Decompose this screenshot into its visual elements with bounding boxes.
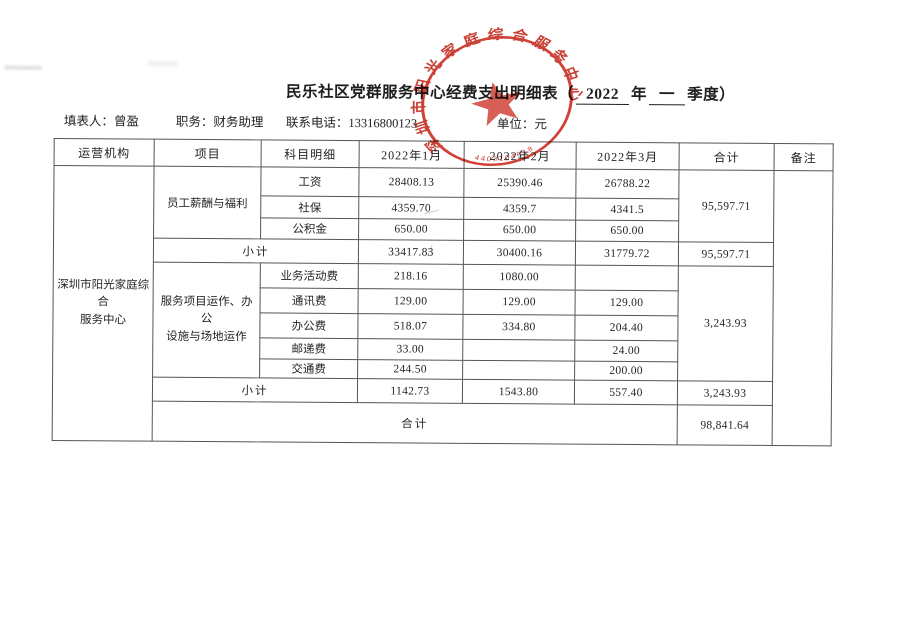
item-cell: 邮递费 (259, 337, 358, 360)
col-header-subject: 科目明细 (261, 139, 360, 168)
scan-smudge (148, 60, 179, 67)
section-total-cell: 3,243.93 (677, 265, 774, 382)
amount-cell: 200.00 (574, 361, 678, 381)
title-quarter: 一 (649, 82, 686, 106)
col-header-project: 项目 (154, 139, 262, 167)
subtotal-label-cell: 小计 (153, 238, 359, 264)
title-suffix: 季度） (687, 86, 736, 104)
expense-table: 运营机构 项目 科目明细 2022年1月 2022年2月 2022年3月 合计 … (51, 137, 834, 447)
subtotal-total-cell: 3,243.93 (677, 380, 773, 406)
unit-label: 单位： (496, 117, 535, 132)
col-header-month3: 2022年3月 (576, 142, 680, 170)
col-header-org: 运营机构 (54, 138, 155, 167)
phone-label: 联系电话： (285, 115, 349, 131)
item-cell: 业务活动费 (260, 262, 359, 289)
item-cell: 办公费 (259, 312, 359, 339)
amount-cell: 24.00 (574, 340, 678, 362)
amount-cell: 1142.73 (357, 378, 463, 404)
amount-cell: 129.00 (575, 290, 679, 316)
duty-value: 财务助理 (213, 115, 264, 130)
amount-cell: 33.00 (357, 338, 463, 361)
amount-cell: 129.00 (463, 289, 576, 316)
amount-cell: 650.00 (575, 220, 679, 242)
subtotal-total-cell: 95,597.71 (678, 241, 774, 267)
col-header-month2: 2022年2月 (464, 141, 577, 170)
filler-label: 填表人： (63, 114, 114, 129)
item-cell: 通讯费 (260, 287, 359, 314)
amount-cell: 25390.46 (463, 168, 577, 199)
col-header-remark: 备注 (774, 143, 834, 171)
scan-smudge (4, 65, 43, 70)
phone-value: 13316800123 (348, 116, 418, 131)
item-cell: 公积金 (260, 217, 359, 240)
title-year-unit: 年 (631, 85, 648, 104)
project-cell: 服务项目运作、办公 设施与场地运作 (152, 262, 261, 378)
amount-cell (575, 265, 679, 291)
form-meta-line: 填表人：曾盈 职务： 财务助理 联系电话：13316800123 单位：元 (0, 110, 900, 131)
amount-cell: 1080.00 (463, 264, 576, 291)
amount-cell: 204.40 (574, 315, 679, 341)
amount-cell: 557.40 (574, 380, 678, 405)
amount-cell: 650.00 (463, 219, 576, 242)
grand-total-label-cell: 合计 (152, 401, 678, 445)
amount-cell: 4359.70 (358, 196, 464, 220)
amount-cell: 334.80 (462, 314, 576, 341)
amount-cell: 31779.72 (575, 241, 679, 266)
grand-total-cell: 98,841.64 (677, 404, 773, 446)
amount-cell: 28408.13 (358, 167, 465, 198)
table-row: 服务项目运作、办公 设施与场地运作 业务活动费 218.16 1080.00 3… (53, 261, 832, 382)
filler-field: 填表人：曾盈 (64, 110, 139, 130)
grand-total-row: 合计 98,841.64 (52, 400, 831, 446)
amount-cell: 1543.80 (462, 379, 575, 405)
filler-value: 曾盈 (113, 114, 139, 129)
phone-field: 联系电话：13316800123 (286, 112, 417, 132)
item-cell: 工资 (260, 166, 360, 197)
amount-cell: 218.16 (358, 263, 464, 290)
amount-cell (462, 360, 575, 381)
amount-cell: 33417.83 (358, 239, 464, 265)
col-header-month1: 2022年1月 (359, 140, 465, 169)
amount-cell: 30400.16 (463, 240, 576, 266)
title-year: 2022 (575, 85, 630, 105)
unit-value: 元 (534, 117, 547, 132)
duty-field: 职务： 财务助理 (176, 111, 264, 131)
remark-cell (772, 170, 834, 446)
table-row: 深圳市阳光家庭综合 服务中心 员工薪酬与福利 工资 28408.13 25390… (52, 165, 834, 446)
amount-cell: 129.00 (358, 288, 464, 315)
unit-field: 单位：元 (497, 113, 547, 132)
title-text: 民乐社区党群服务中心经费支出明细表（ (286, 83, 575, 103)
amount-cell: 4341.5 (575, 198, 679, 221)
amount-cell (462, 339, 575, 362)
item-cell: 交通费 (259, 358, 358, 379)
subtotal-label-cell: 小计 (152, 377, 358, 403)
org-cell: 深圳市阳光家庭综合 服务中心 (52, 165, 155, 442)
project-cell: 员工薪酬与福利 (153, 166, 262, 239)
amount-cell: 26788.22 (575, 169, 680, 199)
amount-cell: 4359.7 (463, 197, 576, 221)
section-total-cell: 95,597.71 (678, 169, 775, 243)
page-title: 民乐社区党群服务中心经费支出明细表（ 2022 年一季度） (286, 80, 735, 106)
col-header-total: 合计 (679, 142, 775, 171)
item-cell: 社保 (260, 195, 359, 219)
amount-cell: 244.50 (357, 359, 463, 380)
amount-cell: 650.00 (358, 218, 464, 241)
amount-cell: 518.07 (357, 313, 464, 340)
duty-label: 职务： (175, 114, 214, 130)
